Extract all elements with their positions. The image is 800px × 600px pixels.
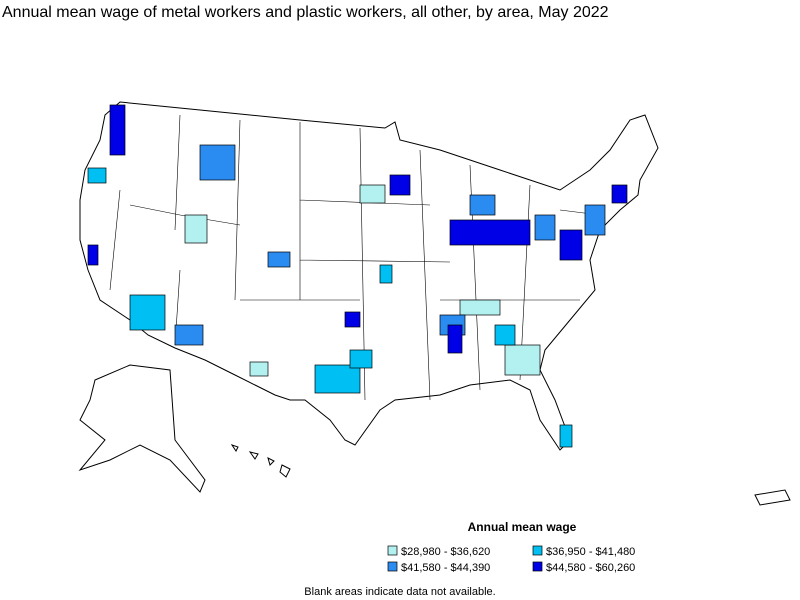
legend-label: $41,580 - $44,390 [401,562,490,574]
area [87,167,107,184]
legend-label: $28,980 - $36,620 [401,546,490,558]
legend: Annual mean wage $28,980 - $36,620 $36,95… [387,520,635,574]
area [559,424,573,448]
area [469,194,496,216]
area [559,229,583,261]
footnote: Blank areas indicate data not available. [304,586,495,598]
legend-swatch [387,561,398,572]
area [504,344,541,376]
area [184,214,208,244]
area [449,219,531,246]
area [389,174,411,196]
area [174,324,204,346]
puerto-rico [754,489,791,506]
hawaii [230,444,291,478]
map [78,101,791,506]
area [314,364,361,394]
area [87,244,99,266]
area [584,204,606,236]
legend-swatch [532,545,543,556]
map-title: Annual mean wage of metal workers and pl… [2,4,609,21]
legend-swatch [387,545,398,556]
area [379,264,393,284]
area [494,324,516,346]
alaska [78,364,206,493]
area [109,104,126,156]
area [459,299,501,316]
area [447,324,463,354]
area [349,349,373,369]
area [359,184,386,204]
area [611,184,628,204]
area [344,311,361,328]
legend-label: $36,950 - $41,480 [546,546,635,558]
area [267,251,291,268]
wage-areas [87,104,628,448]
area [249,361,269,377]
legend-items: $28,980 - $36,620 $36,950 - $41,480 $41,58… [387,545,635,574]
legend-label: $44,580 - $60,260 [546,562,635,574]
area [534,214,556,241]
legend-title: Annual mean wage [468,520,577,534]
area [129,294,166,331]
area [199,144,236,181]
legend-swatch [532,561,543,572]
